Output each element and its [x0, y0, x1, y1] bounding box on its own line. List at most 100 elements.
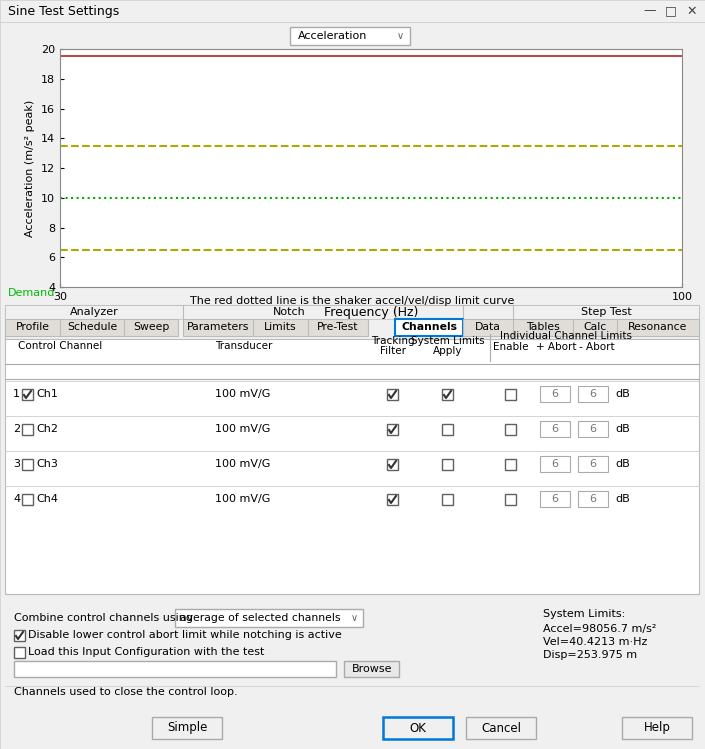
Text: 6: 6 — [589, 494, 596, 504]
FancyBboxPatch shape — [442, 424, 453, 435]
Text: 6: 6 — [589, 424, 596, 434]
Text: Browse: Browse — [352, 664, 392, 674]
FancyBboxPatch shape — [466, 717, 536, 739]
Text: Channels: Channels — [401, 323, 457, 333]
FancyBboxPatch shape — [387, 459, 398, 470]
Text: Filter: Filter — [380, 346, 406, 356]
FancyBboxPatch shape — [183, 305, 395, 319]
Text: Ch1: Ch1 — [36, 389, 58, 399]
FancyBboxPatch shape — [442, 389, 453, 400]
FancyBboxPatch shape — [14, 647, 25, 658]
FancyBboxPatch shape — [578, 456, 608, 472]
FancyBboxPatch shape — [152, 717, 222, 739]
FancyBboxPatch shape — [5, 305, 183, 319]
FancyBboxPatch shape — [617, 319, 699, 336]
Text: dB: dB — [615, 424, 630, 434]
Text: Calc: Calc — [583, 323, 606, 333]
FancyBboxPatch shape — [513, 319, 573, 336]
FancyBboxPatch shape — [463, 319, 513, 336]
Text: average of selected channels: average of selected channels — [180, 613, 341, 623]
FancyBboxPatch shape — [183, 319, 253, 336]
Text: dB: dB — [615, 494, 630, 504]
Text: 6: 6 — [551, 424, 558, 434]
FancyBboxPatch shape — [540, 456, 570, 472]
Text: Demand: Demand — [8, 288, 56, 298]
FancyBboxPatch shape — [383, 717, 453, 739]
FancyBboxPatch shape — [5, 319, 60, 336]
FancyBboxPatch shape — [540, 491, 570, 507]
Text: Help: Help — [644, 721, 670, 735]
Text: Vel=40.4213 m·Hz: Vel=40.4213 m·Hz — [543, 637, 647, 647]
Text: Load this Input Configuration with the test: Load this Input Configuration with the t… — [28, 647, 264, 657]
FancyBboxPatch shape — [578, 386, 608, 402]
FancyBboxPatch shape — [387, 424, 398, 435]
Text: Resonance: Resonance — [628, 323, 687, 333]
Text: Step Test: Step Test — [581, 307, 632, 317]
Text: 100 mV/G: 100 mV/G — [215, 494, 271, 504]
Text: OK: OK — [410, 721, 427, 735]
Text: Simple: Simple — [167, 721, 207, 735]
Text: —: — — [644, 4, 656, 17]
FancyBboxPatch shape — [540, 386, 570, 402]
Text: System Limits: System Limits — [411, 336, 485, 346]
FancyBboxPatch shape — [387, 389, 398, 400]
FancyBboxPatch shape — [513, 305, 699, 319]
FancyBboxPatch shape — [578, 421, 608, 437]
FancyBboxPatch shape — [540, 421, 570, 437]
FancyBboxPatch shape — [505, 494, 516, 505]
Text: Enable: Enable — [493, 342, 529, 352]
FancyBboxPatch shape — [578, 491, 608, 507]
Text: Tables: Tables — [526, 323, 560, 333]
FancyBboxPatch shape — [290, 27, 410, 45]
FancyBboxPatch shape — [442, 494, 453, 505]
Text: □: □ — [665, 4, 677, 17]
Text: Sine Test Settings: Sine Test Settings — [8, 4, 119, 17]
Text: 1: 1 — [13, 389, 20, 399]
Text: Parameters: Parameters — [187, 323, 249, 333]
Text: Data: Data — [475, 323, 501, 333]
FancyBboxPatch shape — [22, 424, 33, 435]
Text: 4: 4 — [13, 494, 20, 504]
FancyBboxPatch shape — [175, 609, 363, 627]
Text: Ch4: Ch4 — [36, 494, 58, 504]
Text: Ch3: Ch3 — [36, 459, 58, 469]
FancyBboxPatch shape — [308, 319, 368, 336]
Text: ∨: ∨ — [396, 31, 403, 41]
Text: Limits: Limits — [264, 323, 297, 333]
Text: 6: 6 — [589, 389, 596, 399]
FancyBboxPatch shape — [14, 661, 336, 677]
Text: Transducer: Transducer — [215, 341, 272, 351]
FancyBboxPatch shape — [505, 424, 516, 435]
FancyBboxPatch shape — [253, 319, 308, 336]
Y-axis label: Acceleration (m/s² peak): Acceleration (m/s² peak) — [25, 100, 35, 237]
Text: Acceleration: Acceleration — [298, 31, 367, 41]
FancyBboxPatch shape — [573, 319, 617, 336]
FancyBboxPatch shape — [60, 319, 124, 336]
FancyBboxPatch shape — [442, 459, 453, 470]
FancyBboxPatch shape — [22, 459, 33, 470]
FancyBboxPatch shape — [387, 494, 398, 505]
FancyBboxPatch shape — [22, 494, 33, 505]
FancyBboxPatch shape — [395, 319, 463, 336]
Text: Combine control channels using: Combine control channels using — [14, 613, 193, 623]
X-axis label: Frequency (Hz): Frequency (Hz) — [324, 306, 418, 319]
FancyBboxPatch shape — [344, 661, 399, 677]
Text: - Abort: - Abort — [580, 342, 615, 352]
Text: Tracking: Tracking — [372, 336, 415, 346]
FancyBboxPatch shape — [505, 389, 516, 400]
FancyBboxPatch shape — [0, 22, 705, 749]
Text: Schedule: Schedule — [67, 323, 117, 333]
FancyBboxPatch shape — [5, 305, 699, 359]
Text: dB: dB — [615, 389, 630, 399]
Text: 100 mV/G: 100 mV/G — [215, 459, 271, 469]
Text: ✕: ✕ — [687, 4, 697, 17]
FancyBboxPatch shape — [22, 389, 33, 400]
Text: Individual Channel Limits: Individual Channel Limits — [500, 331, 632, 341]
Text: Channels used to close the control loop.: Channels used to close the control loop. — [14, 687, 238, 697]
Text: Apply: Apply — [434, 346, 462, 356]
Text: 6: 6 — [551, 459, 558, 469]
FancyBboxPatch shape — [505, 459, 516, 470]
Text: Ch2: Ch2 — [36, 424, 58, 434]
Text: Disable lower control abort limit while notching is active: Disable lower control abort limit while … — [28, 630, 342, 640]
Text: The red dotted line is the shaker accel/vel/disp limit curve: The red dotted line is the shaker accel/… — [190, 296, 514, 306]
